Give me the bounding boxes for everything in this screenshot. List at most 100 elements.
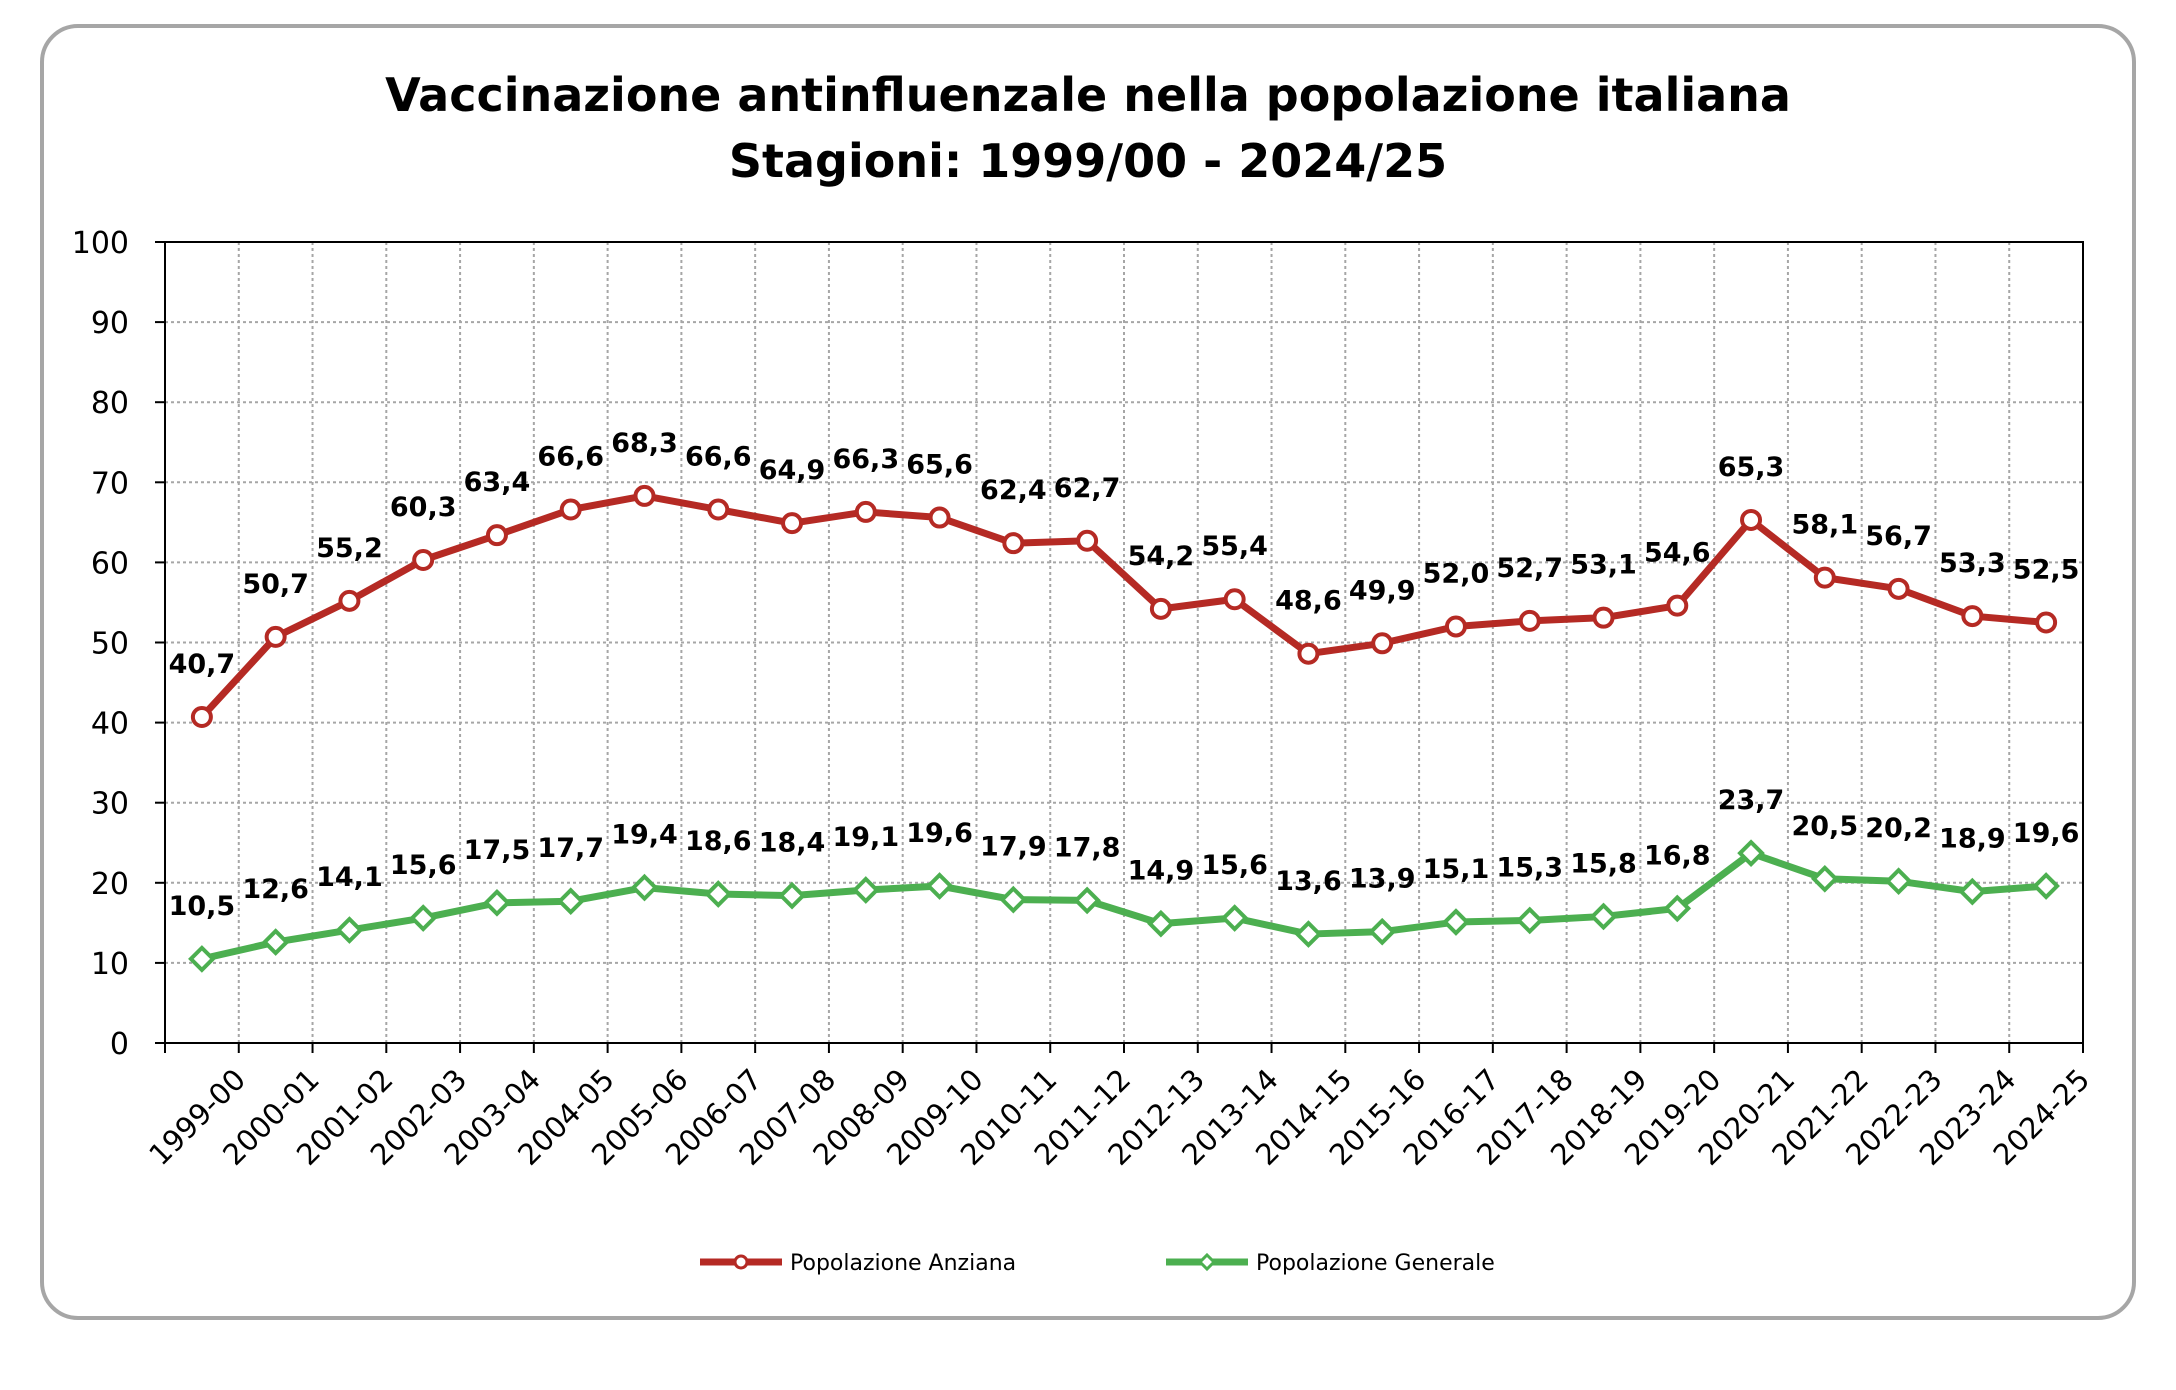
- data-label: 19,6: [906, 818, 973, 849]
- data-label: 15,1: [1423, 854, 1490, 885]
- data-label: 15,8: [1570, 848, 1637, 879]
- data-point: [1737, 839, 1765, 867]
- data-label: 56,7: [1865, 521, 1932, 552]
- data-point: [1371, 632, 1394, 655]
- data-point: [335, 916, 364, 944]
- data-point: [483, 888, 511, 917]
- data-point: [854, 500, 877, 523]
- legend-marker: [1197, 1252, 1217, 1272]
- data-label: 53,3: [1939, 548, 2006, 579]
- data-label: 13,6: [1275, 866, 1342, 897]
- data-label: 17,7: [537, 833, 604, 864]
- y-tick-label: 70: [91, 466, 129, 501]
- data-label: 64,9: [759, 455, 826, 486]
- data-point: [188, 945, 216, 973]
- data-label: 12,6: [242, 874, 309, 905]
- legend-label: Popolazione Generale: [1256, 1251, 1495, 1276]
- data-point: [707, 498, 730, 521]
- data-label: 16,8: [1644, 840, 1711, 871]
- data-label: 50,7: [242, 569, 309, 600]
- data-point: [556, 887, 585, 916]
- data-point: [559, 498, 582, 521]
- data-point: [1810, 864, 1839, 893]
- data-label: 14,1: [316, 862, 383, 893]
- data-label: 19,6: [2013, 818, 2080, 849]
- data-point: [409, 904, 438, 932]
- data-label: 52,7: [1496, 553, 1563, 584]
- data-label: 65,3: [1718, 452, 1785, 483]
- data-label: 55,4: [1201, 531, 1268, 562]
- data-label: 40,7: [169, 649, 236, 680]
- data-point: [1444, 615, 1467, 638]
- data-label: 20,5: [1791, 811, 1858, 842]
- data-label: 54,2: [1128, 541, 1195, 572]
- data-point: [1297, 642, 1320, 665]
- data-point: [633, 484, 656, 507]
- legend-label: Popolazione Anziana: [790, 1251, 1016, 1276]
- data-point: [999, 885, 1028, 914]
- data-point: [1147, 909, 1175, 938]
- data-label: 18,6: [685, 826, 752, 857]
- data-point: [485, 524, 508, 547]
- data-label: 49,9: [1349, 575, 1416, 606]
- data-label: 66,3: [832, 444, 899, 475]
- data-point: [412, 548, 435, 571]
- data-point: [1149, 597, 1172, 620]
- y-tick-label: 50: [91, 627, 129, 662]
- data-label: 66,6: [685, 442, 752, 473]
- y-tick-label: 90: [91, 306, 129, 341]
- data-point: [1958, 877, 1987, 906]
- data-label: 62,4: [980, 475, 1047, 506]
- data-point: [781, 512, 804, 535]
- data-point: [190, 705, 213, 728]
- data-label: 52,5: [2013, 554, 2080, 585]
- data-point: [851, 876, 880, 904]
- data-label: 19,4: [611, 820, 678, 851]
- data-label: 53,1: [1570, 550, 1637, 581]
- data-point: [1002, 532, 1025, 555]
- data-point: [1663, 894, 1692, 923]
- data-label: 15,6: [390, 850, 457, 881]
- data-label: 55,2: [316, 533, 383, 564]
- data-label: 54,6: [1644, 538, 1711, 569]
- data-point: [1740, 508, 1763, 531]
- data-point: [1442, 908, 1470, 936]
- data-label: 63,4: [464, 467, 531, 498]
- data-point: [1592, 606, 1615, 629]
- data-point: [2035, 611, 2058, 634]
- data-label: 58,1: [1791, 510, 1858, 541]
- y-tick-label: 10: [91, 947, 129, 982]
- data-point: [630, 873, 659, 902]
- data-label: 17,8: [1054, 832, 1121, 863]
- data-label: 65,6: [906, 450, 973, 481]
- data-label: 66,6: [537, 442, 604, 473]
- data-point: [338, 589, 361, 612]
- data-point: [1076, 529, 1099, 552]
- data-label: 48,6: [1275, 586, 1342, 617]
- data-label: 17,5: [464, 835, 531, 866]
- data-point: [1961, 605, 1984, 628]
- data-label: 18,4: [759, 828, 826, 859]
- data-label: 15,6: [1201, 850, 1268, 881]
- data-point: [1515, 906, 1544, 935]
- data-point: [1368, 917, 1397, 946]
- data-label: 62,7: [1054, 473, 1121, 504]
- data-point: [928, 506, 951, 529]
- y-tick-label: 40: [91, 707, 129, 742]
- data-point: [261, 928, 290, 956]
- plot-border: [164, 241, 2084, 1044]
- y-tick-label: 80: [91, 386, 129, 421]
- data-point: [1220, 904, 1249, 932]
- data-label: 15,3: [1496, 852, 1563, 883]
- data-point: [264, 625, 287, 648]
- data-point: [1813, 566, 1836, 589]
- data-point: [778, 881, 806, 910]
- data-point: [1887, 577, 1910, 600]
- data-point: [1666, 594, 1689, 617]
- data-label: 13,9: [1349, 864, 1416, 895]
- data-point: [1589, 902, 1618, 931]
- y-tick-label: 60: [91, 546, 129, 581]
- data-label: 60,3: [390, 492, 457, 523]
- chart-subtitle: Stagioni: 1999/00 - 2024/25: [729, 134, 1447, 188]
